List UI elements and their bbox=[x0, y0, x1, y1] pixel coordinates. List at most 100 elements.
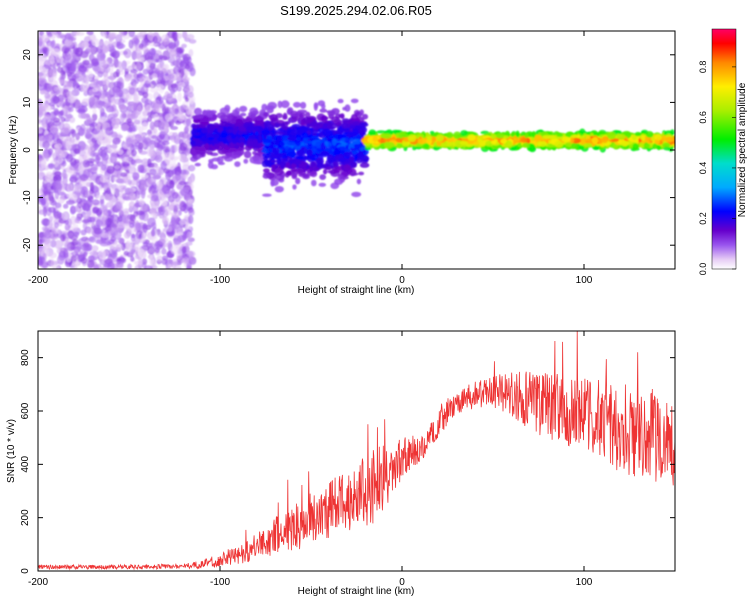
heatmap-cell bbox=[200, 132, 205, 137]
heatmap-cell bbox=[359, 109, 365, 116]
heatmap-cell bbox=[359, 162, 370, 168]
heatmap-cell bbox=[80, 123, 86, 132]
heatmap-cell bbox=[131, 36, 140, 47]
heatmap-cell bbox=[53, 210, 62, 220]
heatmap-cell bbox=[235, 118, 243, 124]
heatmap-cell bbox=[500, 138, 508, 144]
heatmap-cell bbox=[42, 141, 50, 149]
heatmap-cell bbox=[271, 147, 280, 154]
heatmap-cell bbox=[75, 185, 82, 193]
heatmap-cell bbox=[161, 184, 171, 195]
heatmap-cell bbox=[207, 161, 214, 169]
heatmap-cell bbox=[613, 130, 620, 134]
heatmap-cell bbox=[120, 172, 128, 177]
heatmap-cell bbox=[106, 91, 112, 99]
heatmap-cell bbox=[287, 151, 296, 158]
heatmap-cell bbox=[43, 114, 52, 120]
heatmap-cell bbox=[156, 62, 164, 73]
heatmap-cell bbox=[345, 136, 350, 144]
heatmap-cell bbox=[280, 100, 290, 109]
heatmap-cell bbox=[327, 123, 337, 130]
heatmap-cell bbox=[172, 32, 178, 42]
heatmap-cell bbox=[130, 256, 135, 262]
heatmap-cell bbox=[351, 191, 362, 198]
heatmap-cell bbox=[343, 151, 352, 158]
heatmap-cell bbox=[77, 238, 86, 247]
heatmap-cell bbox=[368, 129, 377, 137]
heatmap-cell bbox=[327, 170, 335, 174]
heatmap-cell bbox=[362, 113, 369, 120]
heatmap-cells bbox=[38, 31, 675, 269]
heatmap-cell bbox=[178, 153, 187, 161]
heatmap-cell bbox=[359, 128, 366, 137]
heatmap-cell bbox=[54, 183, 63, 190]
heatmap-cell bbox=[114, 201, 122, 211]
heatmap-cell bbox=[60, 234, 66, 242]
heatmap-cell bbox=[39, 90, 48, 95]
heatmap-cell bbox=[178, 81, 185, 87]
heatmap-cell bbox=[138, 150, 148, 155]
heatmap-cell bbox=[161, 248, 167, 255]
heatmap-cell bbox=[66, 183, 73, 193]
heatmap-cell bbox=[268, 114, 274, 119]
heatmap-cell bbox=[531, 131, 536, 138]
heatmap-cell bbox=[207, 137, 215, 141]
heatmap-cell bbox=[62, 203, 69, 209]
heatmap-cell bbox=[313, 166, 320, 172]
heatmap-cell bbox=[291, 116, 300, 121]
heatmap-cell bbox=[132, 203, 139, 214]
heatmap-cell bbox=[311, 129, 319, 134]
heatmap-cell bbox=[139, 182, 148, 192]
heatmap-cell bbox=[49, 252, 57, 259]
heatmap-cell bbox=[113, 113, 118, 118]
heatmap-cell bbox=[337, 98, 344, 104]
heatmap-cell bbox=[234, 122, 243, 127]
heatmap-cell bbox=[171, 211, 180, 218]
heatmap-cell bbox=[270, 140, 280, 146]
heatmap-cell bbox=[158, 205, 166, 216]
heatmap-cell bbox=[150, 195, 159, 202]
heatmap-cell bbox=[250, 113, 257, 118]
heatmap-cell bbox=[362, 155, 369, 162]
heatmap-cell bbox=[173, 135, 181, 145]
heatmap-cell bbox=[174, 226, 184, 234]
heatmap-cell bbox=[80, 188, 86, 198]
heatmap-cell bbox=[131, 233, 136, 239]
heatmap-cell bbox=[90, 181, 95, 191]
heatmap-cell bbox=[84, 190, 93, 197]
heatmap-cell bbox=[102, 204, 108, 214]
heatmap-cell bbox=[73, 245, 82, 253]
heatmap-cell bbox=[70, 215, 77, 225]
heatmap-cell bbox=[158, 121, 166, 128]
heatmap-cell bbox=[147, 217, 156, 227]
heatmap-cell bbox=[303, 173, 309, 179]
heatmap-cell bbox=[182, 169, 190, 176]
heatmap-cell bbox=[116, 183, 124, 190]
heatmap-cell bbox=[63, 173, 69, 179]
heatmap-cell bbox=[652, 143, 658, 150]
heatmap-cell bbox=[271, 164, 276, 169]
heatmap-cell bbox=[262, 173, 270, 179]
heatmap-cell bbox=[149, 121, 155, 131]
heatmap-cell bbox=[167, 74, 175, 80]
heatmap-cell bbox=[169, 201, 175, 212]
heatmap-cell bbox=[177, 105, 185, 115]
heatmap-cell bbox=[262, 193, 272, 197]
heatmap-cell bbox=[239, 142, 245, 148]
heatmap-cell bbox=[160, 230, 165, 239]
heatmap-cell bbox=[170, 83, 177, 89]
heatmap-cell bbox=[66, 90, 75, 99]
heatmap-cell bbox=[319, 108, 328, 113]
heatmap-cell bbox=[168, 41, 177, 50]
heatmap-cell bbox=[263, 130, 269, 137]
heatmap-cell bbox=[128, 87, 136, 95]
heatmap-cell bbox=[70, 128, 75, 134]
heatmap-cell bbox=[49, 233, 58, 240]
heatmap-cell bbox=[350, 98, 359, 104]
heatmap-cell bbox=[162, 216, 167, 225]
heatmap-cell bbox=[64, 241, 71, 251]
heatmap-cell bbox=[51, 227, 60, 235]
heatmap-cell bbox=[89, 255, 98, 261]
heatmap-cell bbox=[460, 130, 468, 137]
heatmap-cell bbox=[50, 259, 55, 268]
